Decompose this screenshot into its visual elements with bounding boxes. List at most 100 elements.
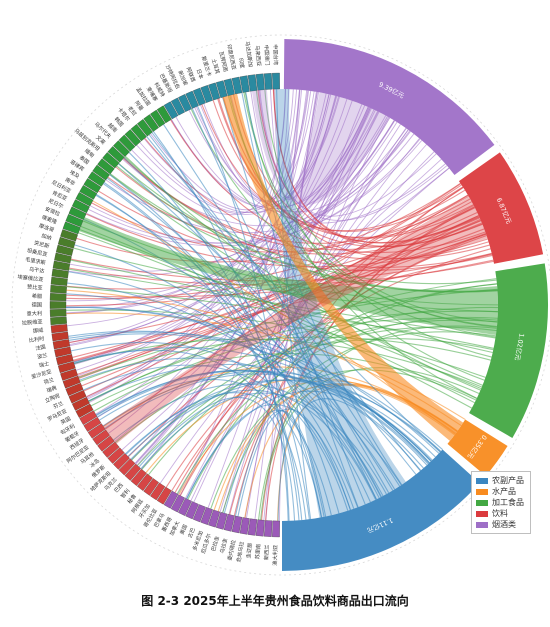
destination-segment xyxy=(83,178,102,194)
destination-segment xyxy=(54,252,72,264)
destination-segment xyxy=(255,73,265,91)
legend-label-aquatic: 水产品 xyxy=(492,487,516,496)
destination-segment xyxy=(150,482,166,501)
chord-band xyxy=(274,89,406,518)
chord-ribbon xyxy=(68,268,496,339)
chord-ribbon xyxy=(191,108,377,500)
chord-ribbon xyxy=(141,90,312,470)
category-arc-aquatic xyxy=(447,419,508,476)
chord-ribbon xyxy=(171,235,487,492)
chord-ribbon xyxy=(102,183,300,521)
chord-ribbon xyxy=(127,389,377,500)
destination-label: 澳大利亚 xyxy=(271,545,280,566)
destination-label: 比利时 xyxy=(28,334,45,344)
chord-ribbon xyxy=(68,271,380,499)
destination-segment xyxy=(170,97,185,116)
chord-ribbon xyxy=(79,357,402,486)
legend-label-beverage: 饮料 xyxy=(492,509,508,518)
legend-item-tobacco-liquor: 烟酒类 xyxy=(476,519,526,530)
chord-ribbon xyxy=(185,151,435,499)
legend: 农副产品 水产品 加工食品 饮料 烟酒类 xyxy=(471,471,531,534)
chord-ribbon xyxy=(250,91,337,200)
destination-segment xyxy=(92,429,110,446)
destination-segment xyxy=(163,101,179,120)
destination-label: 危地马拉 xyxy=(234,541,245,563)
destination-label: 乌干达 xyxy=(28,265,45,275)
chord-ribbon xyxy=(113,383,387,495)
destination-segment xyxy=(55,244,74,256)
destination-segment xyxy=(150,109,166,128)
chord-ribbon xyxy=(277,398,422,521)
destination-label: 马达加斯加 xyxy=(244,41,255,68)
chord-ribbon xyxy=(96,193,303,521)
destination-label: 圭亚那 xyxy=(244,542,254,558)
chord-ribbon xyxy=(115,338,494,443)
destination-label: 意大利 xyxy=(26,309,42,318)
destination-segment xyxy=(75,403,94,418)
legend-item-beverage: 饮料 xyxy=(476,508,526,519)
destination-label: 美国 xyxy=(178,523,189,536)
chord-band xyxy=(102,197,488,444)
destination-segment xyxy=(49,309,67,317)
chord-band xyxy=(251,89,390,206)
chord-ribbon xyxy=(86,201,472,398)
chord-ribbon xyxy=(73,349,307,520)
destination-label: 土耳其 xyxy=(210,58,222,75)
destination-segment xyxy=(62,375,81,389)
destination-segment xyxy=(263,520,273,537)
chord-ribbon xyxy=(152,131,289,521)
destination-label: 波兰 xyxy=(36,351,48,361)
destination-segment xyxy=(60,229,78,242)
chord-ribbon xyxy=(171,115,387,212)
chord-ribbon xyxy=(83,184,462,392)
destination-segment xyxy=(65,382,84,396)
destination-segment xyxy=(50,316,67,326)
category-arc-tobacco-liquor xyxy=(283,39,495,176)
category-arc-processed xyxy=(469,263,548,438)
chord-band xyxy=(79,217,498,336)
legend-swatch-beverage xyxy=(476,510,488,517)
destination-label: 印度 xyxy=(237,57,247,69)
category-arc-agri xyxy=(282,449,480,571)
chord-ribbon xyxy=(212,100,466,232)
chord-ribbon xyxy=(163,124,401,487)
chord-ribbon xyxy=(148,134,390,494)
destination-segment xyxy=(50,284,67,294)
destination-label: 毛里求斯 xyxy=(25,255,47,267)
chord-ribbon xyxy=(105,133,415,234)
destination-segment xyxy=(143,478,159,496)
destination-segment xyxy=(50,276,68,286)
destination-segment xyxy=(156,486,172,505)
destination-label: 古巴 xyxy=(186,526,197,539)
figure-caption: 图 2-3 2025年上半年贵州食品饮料商品出口流向 xyxy=(141,594,409,608)
destination-label: 荷兰 xyxy=(43,375,55,386)
chord-ribbon xyxy=(83,364,349,511)
destination-segment xyxy=(71,199,90,214)
chord-ribbon xyxy=(218,98,474,238)
chord-ribbon xyxy=(257,90,480,244)
chord-band xyxy=(222,93,464,441)
chord-ribbon xyxy=(170,119,486,254)
destination-label: 中国澳门 xyxy=(263,44,272,65)
chord-ribbon xyxy=(86,138,421,247)
legend-swatch-processed xyxy=(476,499,488,506)
destination-label: 芬兰 xyxy=(52,399,65,411)
legend-label-tobacco-liquor: 烟酒类 xyxy=(492,520,516,529)
destination-label: 日本 xyxy=(195,68,206,80)
destination-segment xyxy=(215,511,228,530)
destination-label: 乌拉圭 xyxy=(218,537,229,554)
destination-label: 希腊 xyxy=(32,292,43,300)
chord-chart: 中国台湾 中国澳门 马来西亚 马达加斯加 印度 印度尼西亚 瓦努阿图 土耳其 斯里兰卡 日本 阿联酋… xyxy=(11,34,550,576)
legend-label-processed: 加工食品 xyxy=(492,498,524,507)
chord-ribbon xyxy=(74,244,359,508)
chord-ribbon xyxy=(195,106,372,207)
destination-label: 中国台湾 xyxy=(272,44,281,65)
destination-segment xyxy=(255,519,265,537)
chord-ribbon xyxy=(98,378,332,516)
chord-ribbon xyxy=(106,177,382,497)
destination-label: 赞比亚 xyxy=(27,283,43,292)
destination-segment xyxy=(185,90,199,109)
destination-segment xyxy=(124,129,142,147)
destination-segment xyxy=(107,146,125,163)
destination-segment xyxy=(49,301,67,309)
